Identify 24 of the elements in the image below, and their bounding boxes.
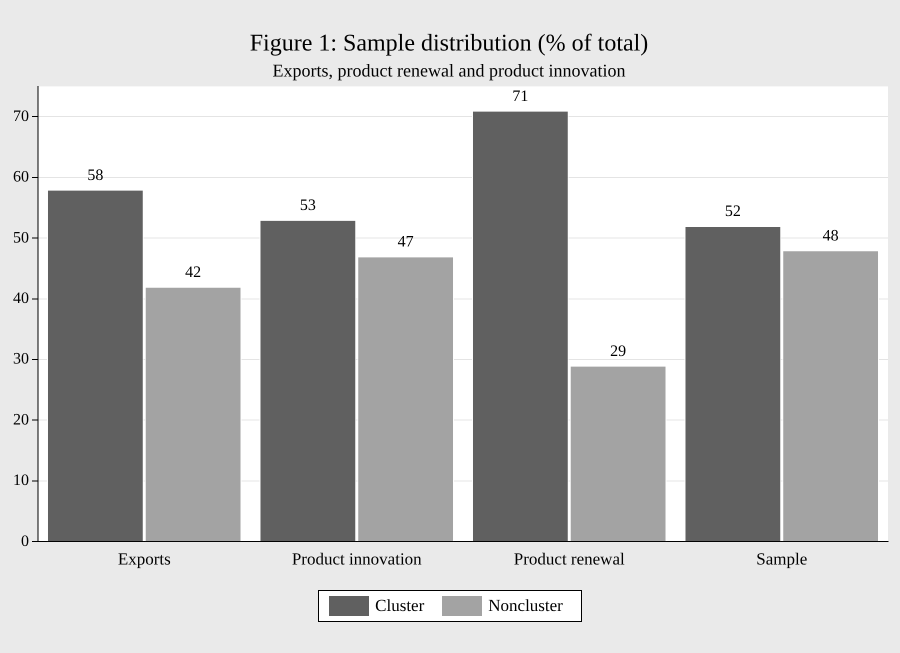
y-tick-label: 0 <box>21 532 29 550</box>
chart-title: Figure 1: Sample distribution (% of total) <box>250 30 648 57</box>
data-label: 53 <box>300 197 316 214</box>
x-tick-label: Exports <box>118 549 171 568</box>
data-label: 52 <box>724 203 741 220</box>
data-label: 29 <box>610 342 626 360</box>
x-tick-label: Product innovation <box>292 549 422 568</box>
data-label: 58 <box>87 166 104 184</box>
legend-label: Noncluster <box>488 596 563 616</box>
y-tick-label: 20 <box>13 411 29 428</box>
data-label: 48 <box>822 227 839 244</box>
chart-subtitle: Exports, product renewal and product innovation <box>272 60 626 80</box>
y-tick-label: 10 <box>13 472 29 490</box>
data-label: 71 <box>512 88 528 105</box>
x-tick-label: Product renewal <box>514 549 625 568</box>
y-tick-label: 50 <box>13 229 29 246</box>
y-tick-label: 30 <box>13 350 29 368</box>
data-label: 47 <box>398 234 414 251</box>
legend-label: Cluster <box>375 596 424 616</box>
data-label: 42 <box>185 264 202 281</box>
y-tick-label: 70 <box>13 108 29 125</box>
y-tick-label: 60 <box>13 168 29 186</box>
y-tick-label: 40 <box>13 290 29 308</box>
x-tick-label: Sample <box>756 549 808 568</box>
